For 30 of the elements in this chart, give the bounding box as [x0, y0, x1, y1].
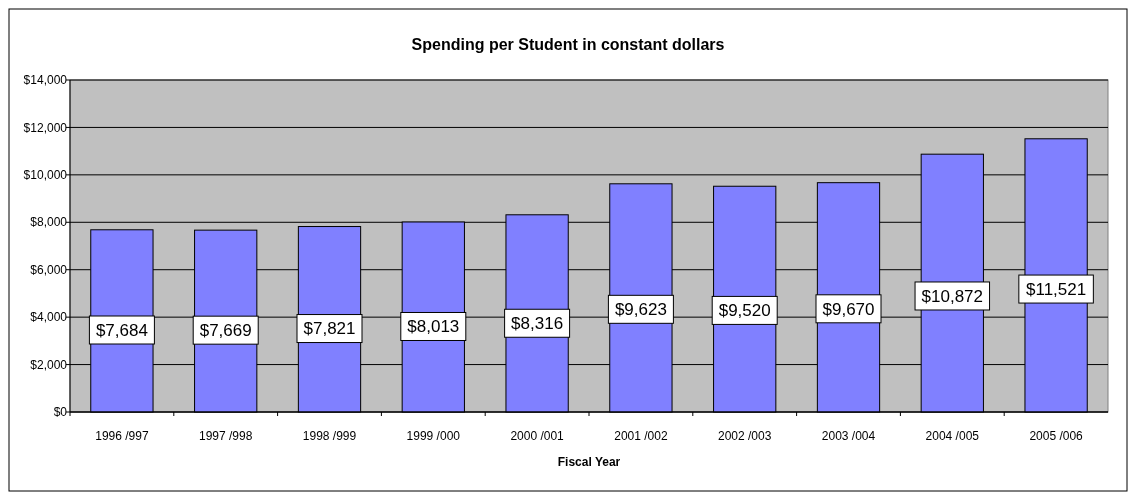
data-label: $7,684	[95, 320, 148, 340]
y-tick-label: $8,000	[30, 215, 68, 230]
x-tick-label: 2001 /002	[614, 429, 668, 443]
data-label: $8,316	[511, 314, 564, 334]
chart-title: Spending per Student in constant dollars	[411, 36, 725, 53]
data-label: $9,623	[614, 300, 667, 320]
x-tick-label: 1996 /997	[95, 429, 149, 443]
y-tick-label: $4,000	[30, 310, 68, 325]
x-tick-label: 1999 /000	[406, 429, 461, 443]
x-tick-label: 2000 /001	[510, 429, 565, 443]
data-label: $9,520	[718, 301, 771, 321]
data-label: $11,521	[1026, 280, 1087, 299]
y-tick-label: $14,000	[23, 73, 68, 88]
y-tick-label: $6,000	[30, 262, 68, 277]
x-axis-title: Fiscal Year	[557, 455, 621, 469]
data-label: $7,669	[199, 321, 252, 341]
x-tick-label: 1997 /998	[199, 429, 253, 443]
y-tick-label: $10,000	[23, 168, 68, 183]
y-tick-label: $12,000	[23, 120, 68, 135]
data-label: $10,872	[921, 286, 984, 306]
y-tick-label: $0	[53, 405, 68, 420]
x-tick-label: 2002 /003	[718, 429, 772, 443]
x-tick-label: 2003 /004	[821, 429, 876, 443]
x-tick-label: 1998 /999	[302, 429, 357, 443]
y-tick-label: $2,000	[30, 357, 68, 372]
data-label: $7,821	[303, 319, 356, 339]
data-label: $9,670	[822, 299, 875, 319]
x-tick-label: 2004 /005	[925, 429, 980, 443]
x-tick-label: 2005 /006	[1029, 429, 1084, 443]
data-label: $8,013	[407, 317, 460, 337]
